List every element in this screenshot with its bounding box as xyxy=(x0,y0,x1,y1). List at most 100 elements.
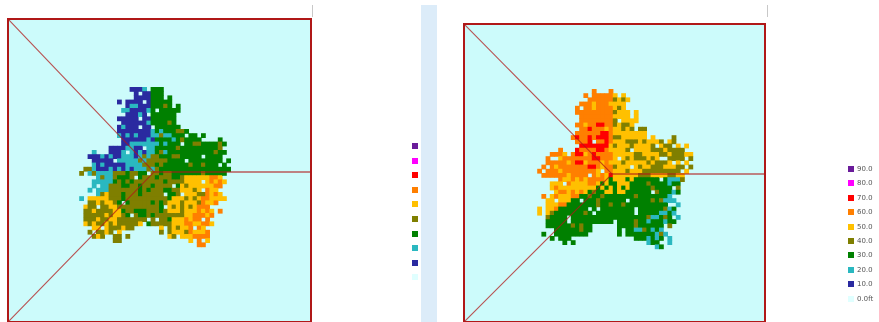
heatmap-cell xyxy=(570,181,576,187)
heatmap-cell xyxy=(163,120,168,126)
heatmap-cell xyxy=(133,162,139,168)
heatmap-cell xyxy=(150,108,156,113)
heatmap-cell xyxy=(138,137,143,143)
heatmap-cell xyxy=(562,152,568,157)
heatmap-cell xyxy=(201,175,206,180)
heatmap-cell xyxy=(171,112,177,117)
heatmap-cell xyxy=(541,194,547,199)
heatmap-cell xyxy=(549,185,555,191)
heatmap-cell xyxy=(96,196,101,201)
heatmap-cell xyxy=(629,173,635,178)
heatmap-cell xyxy=(159,137,164,143)
heatmap-cell xyxy=(650,227,656,233)
heatmap-cell xyxy=(146,154,152,159)
heatmap-cell xyxy=(138,200,143,206)
heatmap-cell xyxy=(646,164,652,170)
heatmap-cell xyxy=(541,164,547,170)
heatmap-cell xyxy=(646,147,652,153)
heatmap-cell xyxy=(91,234,97,239)
heatmap-cell xyxy=(663,168,668,174)
heatmap-cell xyxy=(621,210,626,216)
heatmap-cell xyxy=(87,208,93,214)
heatmap-cell xyxy=(112,196,118,201)
heatmap-cell xyxy=(549,168,555,174)
heatmap-cell xyxy=(192,213,198,218)
heatmap-cell xyxy=(125,187,131,193)
heatmap-cell xyxy=(667,143,673,149)
heatmap-cell xyxy=(184,137,189,143)
heatmap-cell xyxy=(79,196,84,201)
heatmap-cell xyxy=(188,154,194,159)
heatmap-cell xyxy=(192,221,198,227)
heatmap-cell xyxy=(159,183,164,189)
heatmap-cell xyxy=(625,143,631,149)
heatmap-cell xyxy=(108,145,114,151)
heatmap-cell xyxy=(566,206,572,212)
heatmap-cell xyxy=(196,225,202,231)
heatmap-cell xyxy=(188,217,194,222)
heatmap-cell xyxy=(196,234,202,239)
heatmap-cell xyxy=(545,160,551,166)
heatmap-cell xyxy=(646,210,652,216)
heatmap-cell xyxy=(175,141,181,147)
heatmap-cell xyxy=(629,223,635,229)
heatmap-cell xyxy=(217,137,223,143)
heatmap-cell xyxy=(587,147,593,153)
heatmap-cell xyxy=(633,194,639,199)
heatmap-cell xyxy=(91,225,97,231)
heatmap-cell xyxy=(175,162,181,168)
heatmap-cell xyxy=(108,158,114,164)
heatmap-cell xyxy=(188,225,194,231)
heatmap-cell xyxy=(596,131,601,136)
heatmap-cell xyxy=(196,150,202,155)
heatmap-cell xyxy=(633,143,639,149)
heatmap-cell xyxy=(129,99,135,105)
heatmap-cell xyxy=(205,217,210,222)
heatmap-cell xyxy=(91,154,97,159)
heatmap-cell xyxy=(167,217,173,222)
heatmap-cell xyxy=(184,166,189,172)
heatmap-cell xyxy=(146,150,152,155)
heatmap-cell xyxy=(646,215,652,220)
heatmap-cell xyxy=(575,139,580,145)
heatmap-cell xyxy=(133,213,139,218)
heatmap-cell xyxy=(133,192,139,197)
heatmap-cell xyxy=(570,215,576,220)
heatmap-cell xyxy=(629,198,635,203)
heatmap-cell xyxy=(646,168,652,174)
heatmap-cell xyxy=(150,145,156,151)
heatmap-cell xyxy=(201,229,206,235)
heatmap-cell xyxy=(180,137,185,143)
heatmap-cell xyxy=(100,213,105,218)
heatmap-cell xyxy=(583,219,589,224)
heatmap-cell xyxy=(87,166,93,172)
heatmap-cell xyxy=(138,112,143,117)
heatmap-cell xyxy=(650,210,656,216)
heatmap-cell xyxy=(671,219,677,224)
heatmap-cell xyxy=(180,213,185,218)
heatmap-cell xyxy=(579,139,584,145)
heatmap-cell xyxy=(150,99,156,105)
heatmap-cell xyxy=(175,208,181,214)
heatmap-cell xyxy=(545,223,551,229)
heatmap-cell xyxy=(612,156,618,161)
heatmap-cell xyxy=(196,200,202,206)
heatmap-cell xyxy=(558,206,563,212)
heatmap-cell xyxy=(104,154,110,159)
sector-line xyxy=(463,23,613,175)
heatmap-cell xyxy=(167,162,173,168)
heatmap-cell xyxy=(583,164,589,170)
heatmap-cell xyxy=(121,145,126,151)
heatmap-cell xyxy=(625,181,631,187)
heatmap-cell xyxy=(171,213,177,218)
heatmap-cell xyxy=(217,154,223,159)
heatmap-cell xyxy=(608,122,614,128)
heatmap-cell xyxy=(133,112,139,117)
heatmap-cell xyxy=(138,95,143,101)
heatmap-cell xyxy=(175,204,181,210)
heatmap-cell xyxy=(646,156,652,161)
heatmap-cell xyxy=(629,219,635,224)
heatmap-cell xyxy=(217,145,223,151)
heatmap-cell xyxy=(159,116,164,122)
heatmap-cell xyxy=(171,129,177,134)
